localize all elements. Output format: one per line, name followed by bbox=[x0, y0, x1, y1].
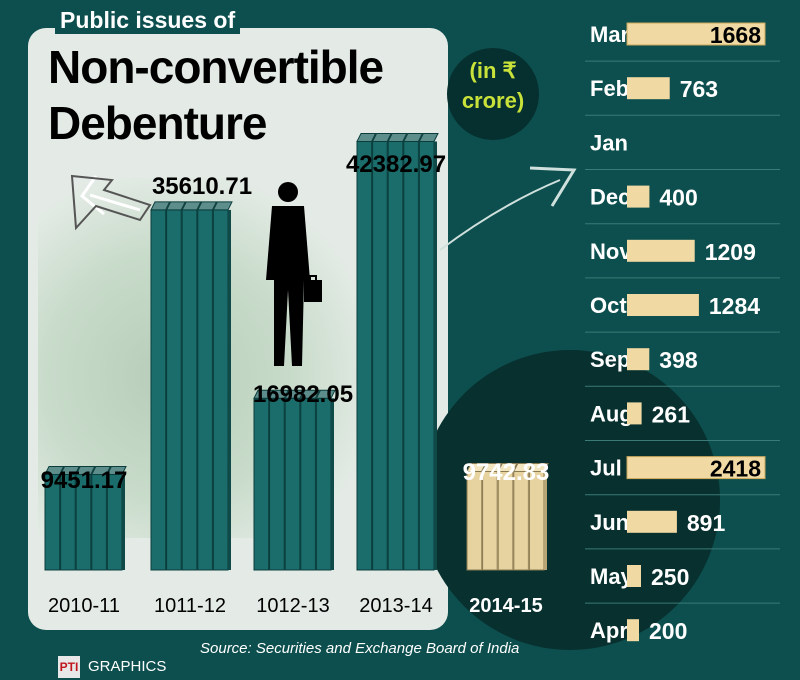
month-bar-Mar bbox=[626, 22, 766, 46]
month-bar-Jul bbox=[626, 456, 766, 480]
month-label: Jun bbox=[590, 510, 629, 535]
month-value-label: 2418 bbox=[710, 456, 761, 482]
month-bar-Dec bbox=[627, 185, 650, 208]
month-label: Dec bbox=[590, 185, 630, 210]
annual-bar-2013-14 bbox=[356, 132, 439, 571]
month-bar-Feb bbox=[627, 77, 670, 100]
month-value-label: 398 bbox=[659, 347, 698, 373]
annual-bar-2014-15 bbox=[466, 462, 549, 571]
month-value-label: 1209 bbox=[705, 239, 756, 265]
pti-logo: PTI bbox=[58, 656, 80, 678]
annual-category-label: 2010-11 bbox=[48, 595, 120, 617]
unit-label-line2: crore) bbox=[461, 88, 525, 113]
month-value-label: 250 bbox=[651, 564, 689, 590]
annual-category-label: 1012-13 bbox=[256, 595, 329, 617]
chart-title-line2: Debenture bbox=[48, 97, 267, 149]
month-label: Mar bbox=[590, 22, 630, 47]
month-bar-Apr bbox=[627, 619, 639, 642]
chart-subtitle: Public issues of bbox=[55, 6, 241, 34]
month-value-label: 1668 bbox=[710, 22, 761, 48]
month-value-label: 200 bbox=[649, 618, 687, 644]
month-label: Nov bbox=[590, 239, 632, 264]
month-value-label: 763 bbox=[680, 76, 718, 102]
arrow-left-icon bbox=[70, 174, 152, 231]
month-label: May bbox=[590, 564, 634, 589]
chart-title-line1: Non-convertible bbox=[48, 41, 384, 93]
annual-category-label: 1011-12 bbox=[154, 595, 226, 617]
month-label: Sep bbox=[590, 347, 630, 372]
arrow-right-icon bbox=[439, 166, 577, 251]
month-bar-Aug bbox=[627, 402, 642, 425]
brand-label: GRAPHICS bbox=[84, 656, 171, 678]
month-value-label: 1284 bbox=[709, 293, 760, 319]
month-label: Aug bbox=[590, 401, 633, 426]
month-label: Feb bbox=[590, 76, 629, 101]
month-label: Apr bbox=[590, 618, 628, 643]
annual-value-label: 9451.17 bbox=[41, 467, 128, 494]
annual-bar-1012-13 bbox=[253, 389, 336, 571]
month-bar-May bbox=[627, 565, 641, 587]
month-bar-Sep bbox=[627, 348, 650, 371]
month-value-label: 261 bbox=[652, 401, 691, 427]
annual-category-label: 2013-14 bbox=[359, 595, 432, 617]
month-value-label: 400 bbox=[659, 185, 697, 211]
month-row-dividers bbox=[585, 60, 780, 604]
annual-bar-2010-11 bbox=[44, 465, 127, 571]
annual-value-label: 9742.83 bbox=[463, 459, 550, 486]
unit-label-line1: (in ₹ bbox=[469, 58, 517, 83]
source-note: Source: Securities and Exchange Board of… bbox=[200, 640, 520, 657]
month-bar-Oct bbox=[627, 294, 699, 316]
annual-category-label: 2014-15 bbox=[469, 595, 542, 617]
month-label: Oct bbox=[590, 293, 627, 318]
annual-value-label: 16982.05 bbox=[253, 381, 353, 408]
month-label: Jul bbox=[590, 456, 622, 481]
annual-value-label: 42382.97 bbox=[346, 151, 446, 178]
month-value-label: 891 bbox=[687, 510, 726, 536]
unit-badge bbox=[447, 48, 539, 140]
month-bar-Nov bbox=[627, 239, 695, 262]
annual-bar-1011-12 bbox=[150, 201, 233, 571]
annual-value-label: 35610.71 bbox=[152, 173, 252, 200]
month-label: Jan bbox=[590, 130, 628, 155]
month-bar-Jun bbox=[627, 510, 677, 533]
